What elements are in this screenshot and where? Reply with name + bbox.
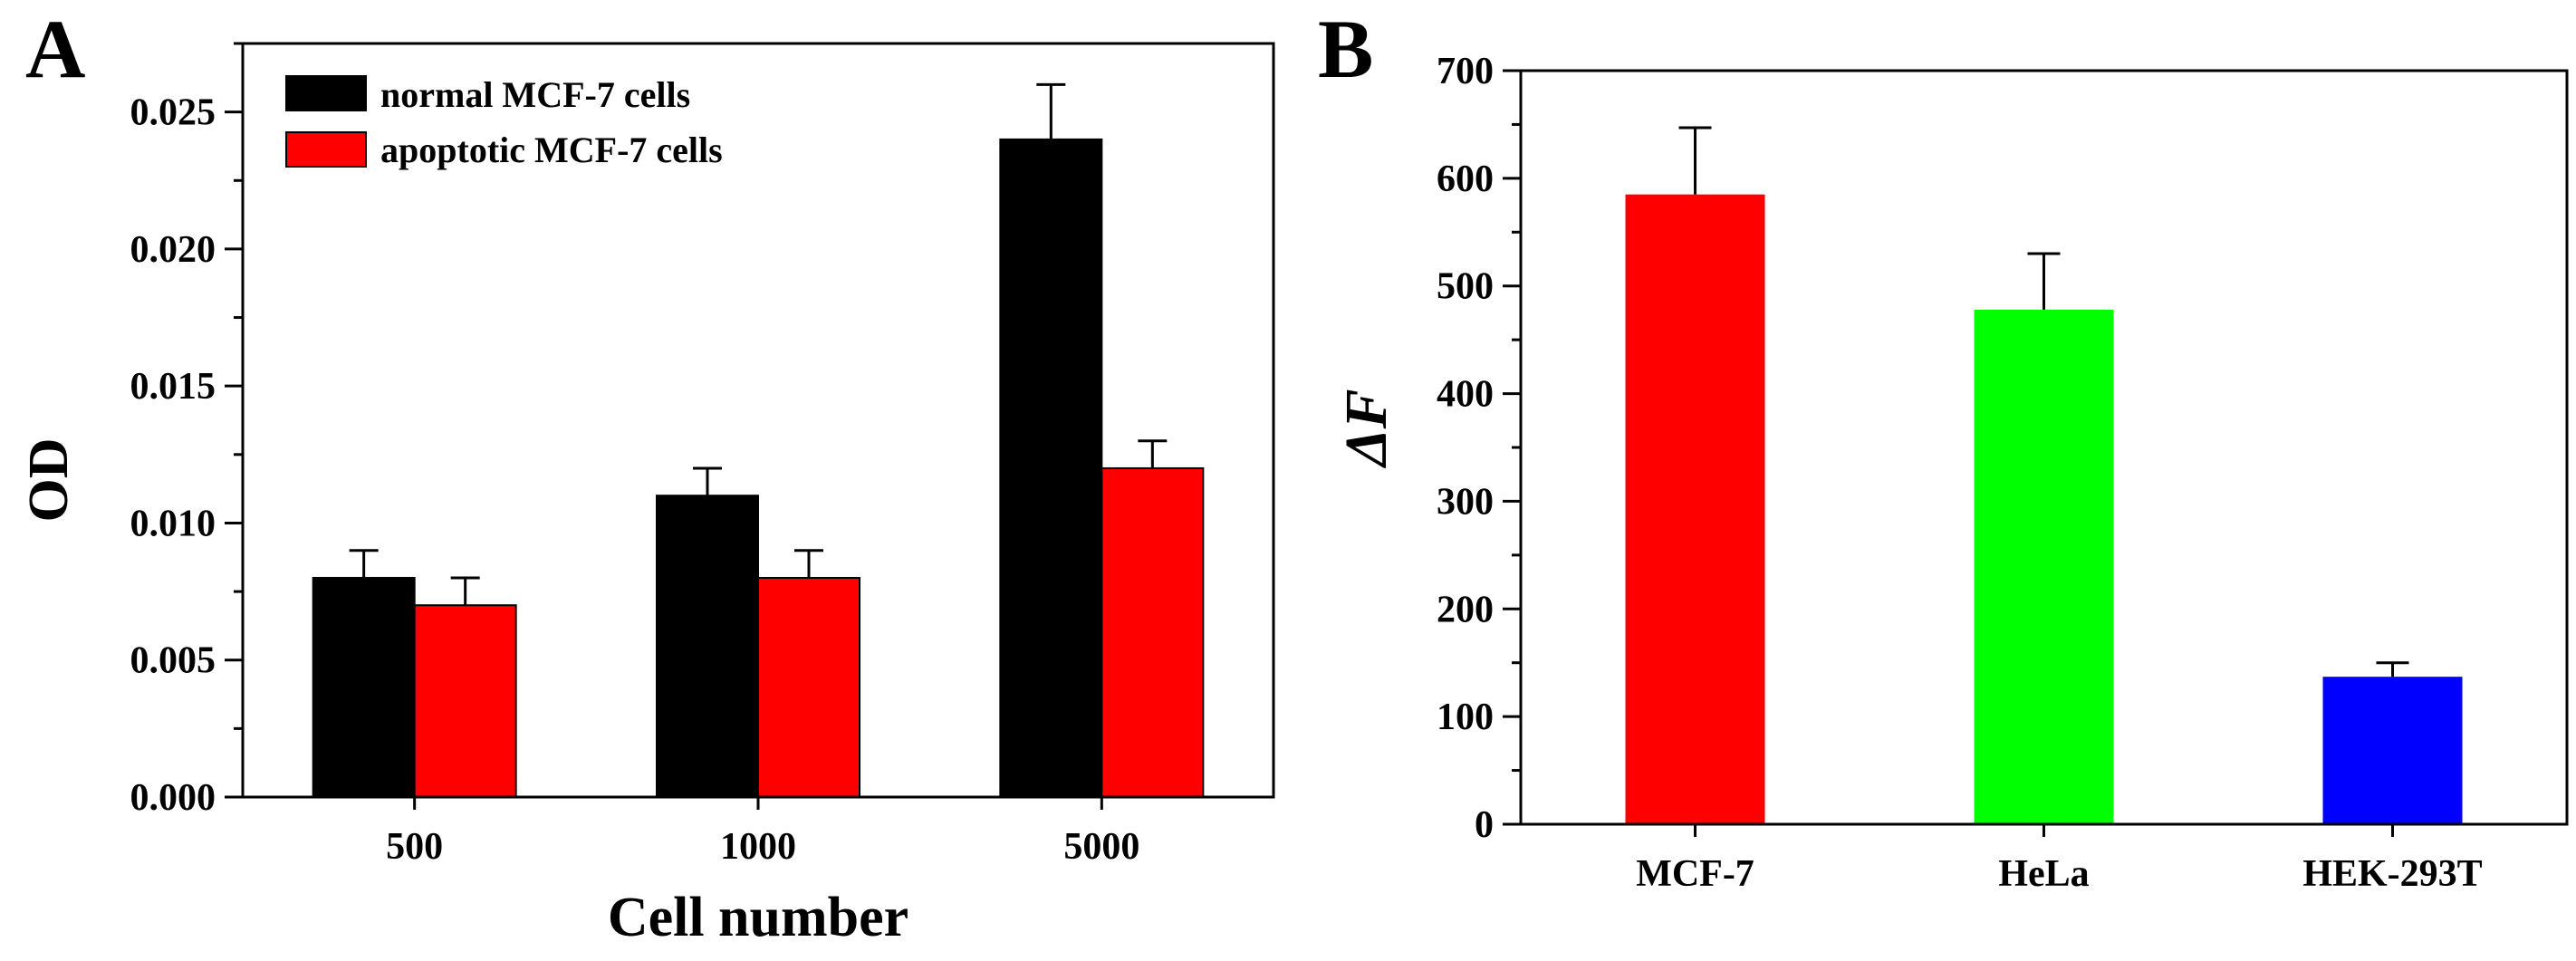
panel-a-error-bars xyxy=(349,82,1168,606)
panel-b-y-axis: 0 100 200 300 400 500 600 700 xyxy=(1437,51,1521,846)
panel-b-error-bars xyxy=(1678,126,2409,678)
y-tick-label-100: 100 xyxy=(1437,697,1494,738)
y-tick-label-0.015: 0.015 xyxy=(130,366,216,408)
panel-b-bars xyxy=(1625,194,2463,824)
bar-HEK-293T xyxy=(2322,677,2463,824)
panel-a-ylabel: OD xyxy=(18,438,80,523)
x-tick-label-HeLa: HeLa xyxy=(1998,853,2089,895)
y-tick-label-0.005: 0.005 xyxy=(130,640,216,682)
y-tick-label-700: 700 xyxy=(1437,51,1494,92)
panel-a-xlabel: Cell number xyxy=(608,887,908,948)
panel-a-y-axis: 0.000 0.005 0.010 0.015 0.020 0.025 xyxy=(130,42,243,819)
x-tick-label-MCF-7: MCF-7 xyxy=(1636,853,1754,895)
panel-b: B ΔF 0 100 200 300 400 500 600 700 MCF-7 HeLa HEK… xyxy=(1318,3,2569,895)
legend-swatch-normal xyxy=(285,75,367,111)
bar-apoptotic-5000 xyxy=(1101,466,1205,798)
y-tick-label-200: 200 xyxy=(1437,589,1494,630)
y-tick-label-600: 600 xyxy=(1437,159,1494,200)
y-tick-label-0: 0 xyxy=(1475,804,1494,846)
bar-apoptotic-500 xyxy=(413,604,517,799)
panel-a-legend: normal MCF-7 cells apoptotic MCF-7 cells xyxy=(285,74,723,170)
y-tick-label-0.020: 0.020 xyxy=(130,229,216,271)
panel-a: A OD Cell number 0.0000.0050.0100.0150.0… xyxy=(18,3,1275,948)
legend-label-apoptotic: apoptotic MCF-7 cells xyxy=(380,130,723,170)
panel-a-bars xyxy=(312,138,1205,799)
x-tick-label-500: 500 xyxy=(386,826,443,868)
bar-HeLa xyxy=(1974,309,2114,824)
bar-normal-500 xyxy=(312,576,416,798)
bar-MCF-7 xyxy=(1625,194,1765,824)
panel-b-ylabel: ΔF xyxy=(1333,389,1399,468)
panel-b-label: B xyxy=(1318,3,1373,95)
legend-swatch-apoptotic xyxy=(285,131,367,168)
y-tick-label-300: 300 xyxy=(1437,481,1494,523)
panel-a-x-axis: 500 1000 5000 xyxy=(386,797,1139,868)
legend-label-normal: normal MCF-7 cells xyxy=(380,74,690,115)
x-tick-label-5000: 5000 xyxy=(1063,826,1139,868)
panel-b-x-axis: MCF-7 HeLa HEK-293T xyxy=(1636,824,2483,895)
y-tick-label-400: 400 xyxy=(1437,374,1494,416)
y-tick-label-0.025: 0.025 xyxy=(130,92,216,134)
bar-apoptotic-1000 xyxy=(757,576,860,798)
y-tick-label-0.010: 0.010 xyxy=(130,503,216,544)
bar-normal-5000 xyxy=(999,138,1103,798)
panel-a-label: A xyxy=(25,3,85,95)
x-tick-label-1000: 1000 xyxy=(720,826,796,868)
bar-normal-1000 xyxy=(656,495,759,798)
y-tick-label-0.000: 0.000 xyxy=(130,777,216,819)
y-tick-label-500: 500 xyxy=(1437,266,1494,308)
x-tick-label-HEK-293T: HEK-293T xyxy=(2302,853,2482,895)
